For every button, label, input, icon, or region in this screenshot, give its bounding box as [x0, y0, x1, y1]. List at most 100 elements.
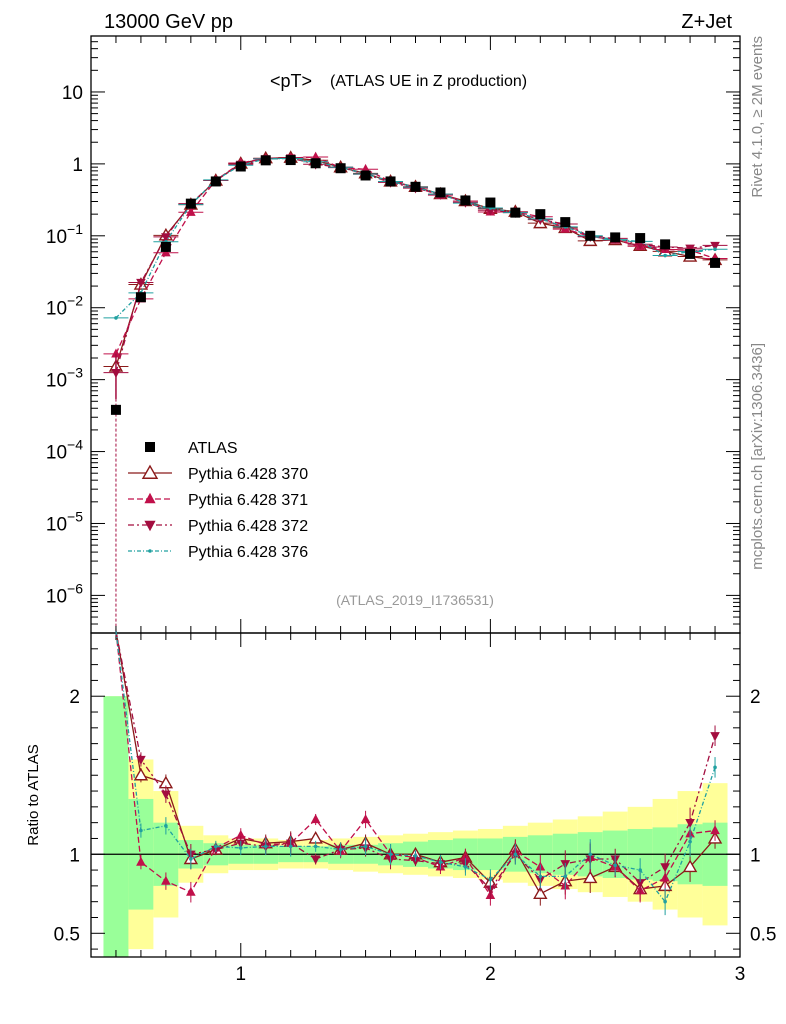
ratio-tick-label-right: 0.5 [750, 924, 776, 945]
y-tick-label: 1 [72, 155, 83, 176]
legend-item-5: Pythia 6.428 376 [128, 544, 308, 561]
marker [588, 852, 593, 857]
y-tick-label: 10−2 [46, 293, 83, 320]
labels: 13000 GeV pp Z+Jet <pT> (ATLAS UE in Z p… [25, 11, 766, 846]
marker [263, 844, 268, 849]
legend-item-3: Pythia 6.428 371 [128, 492, 308, 509]
data-point [310, 158, 321, 169]
data-point [460, 195, 471, 206]
marker [111, 348, 121, 358]
legend-item-2: Pythia 6.428 370 [128, 464, 308, 483]
data-point [285, 155, 296, 166]
data-point [260, 155, 271, 166]
x-tick-label: 3 [735, 964, 746, 985]
marker [238, 846, 243, 850]
marker [363, 844, 368, 849]
marker [388, 852, 393, 857]
marker [513, 852, 518, 857]
data-point [585, 230, 596, 241]
data-point [135, 292, 146, 303]
mcplots-label: mcplots.cern.ch [arXiv:1306.3436] [749, 343, 766, 570]
legend-label: Pythia 6.428 376 [188, 544, 308, 561]
marker [663, 899, 667, 904]
chart-title-main: <pT> [270, 71, 312, 91]
marker [438, 860, 443, 864]
y-tick-label: 10−3 [46, 365, 83, 392]
marker [660, 863, 670, 873]
main-panel: 10−6 10−5 10−4 10−3 10−2 10−1 1 10 [46, 35, 741, 634]
data-point [385, 176, 396, 187]
data-point [635, 233, 646, 244]
marker [148, 549, 152, 553]
marker [186, 886, 196, 896]
marker [136, 755, 146, 765]
x-axis-ticks: 1 2 3 [90, 36, 746, 985]
data-point [360, 170, 371, 181]
data-point [160, 241, 171, 252]
marker [310, 814, 321, 824]
ratio-panel: 1 2 30.5 0.51 12 2 [54, 36, 776, 985]
marker [338, 847, 343, 852]
y-tick-label: 10−6 [46, 580, 83, 607]
marker [563, 874, 568, 879]
marker [635, 879, 645, 889]
marker [189, 857, 193, 861]
legend-item-1: ATLAS [145, 440, 238, 457]
marker [638, 868, 642, 872]
ratio-frame [90, 632, 741, 958]
marker [583, 870, 598, 884]
marker [485, 885, 496, 895]
marker [161, 790, 171, 800]
legend-label: ATLAS [188, 440, 238, 457]
ratio-bands [103, 696, 728, 957]
marker [114, 316, 118, 320]
ratio-tick-label-left: 0.5 [54, 924, 80, 945]
data-point [685, 248, 696, 259]
marker [141, 464, 159, 479]
marker [136, 856, 146, 866]
marker [164, 824, 168, 828]
chart-title-sub: (ATLAS UE in Z production) [330, 73, 527, 90]
marker [488, 877, 493, 882]
marker [186, 206, 196, 216]
atlas-data-points [110, 155, 721, 415]
marker [710, 732, 720, 742]
marker [663, 253, 667, 258]
marker [688, 839, 692, 844]
ratio-tick-label-left: 1 [69, 845, 80, 866]
green-band [103, 696, 129, 957]
data-point [660, 239, 671, 250]
watermark: (ATLAS_2019_I1736531) [336, 592, 494, 608]
marker [136, 278, 146, 288]
marker [214, 844, 218, 849]
marker [133, 767, 149, 781]
marker [360, 814, 371, 824]
data-point [185, 198, 196, 209]
marker [613, 863, 617, 868]
header-left: 13000 GeV pp [104, 11, 233, 33]
marker [145, 442, 155, 452]
data-point [535, 209, 546, 220]
data-point [610, 232, 621, 243]
x-tick-label: 1 [235, 964, 246, 985]
y-axis-ticks: 10−6 10−5 10−4 10−3 10−2 10−1 1 10 [46, 35, 740, 634]
marker [144, 492, 156, 504]
marker [288, 844, 293, 849]
marker [713, 765, 717, 770]
data-point [710, 257, 721, 268]
legend-item-4: Pythia 6.428 372 [128, 518, 308, 535]
marker [533, 886, 548, 899]
data-point [485, 197, 496, 208]
ratio-y-ticks: 0.5 0.5 1 1 2 2 [54, 648, 776, 950]
legend-label: Pythia 6.428 371 [188, 492, 308, 509]
x-tick-label: 2 [485, 964, 496, 985]
ratio-ylabel: Ratio to ATLAS [25, 744, 42, 845]
marker [413, 854, 418, 858]
rivet-label: Rivet 4.1.0, ≥ 2M events [749, 36, 766, 198]
marker [538, 874, 543, 879]
marker [463, 865, 468, 869]
data-point [235, 161, 246, 172]
marker [161, 233, 171, 243]
marker [235, 829, 246, 839]
